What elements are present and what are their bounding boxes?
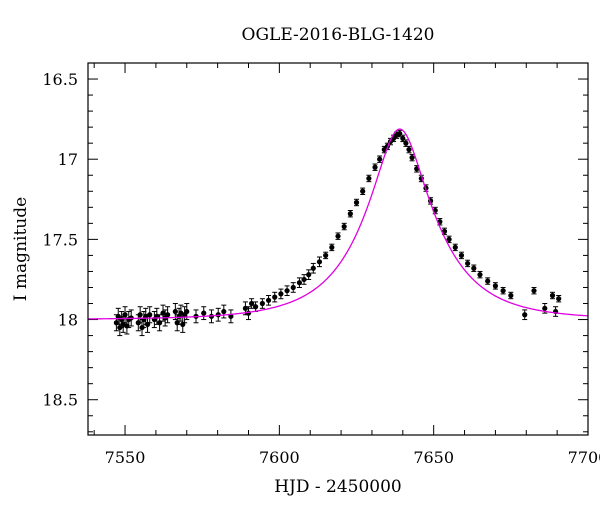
data-point xyxy=(441,227,448,236)
plot-frame xyxy=(87,62,589,436)
y-tick-label: 17.5 xyxy=(42,230,78,249)
data-point xyxy=(458,251,465,260)
data-point xyxy=(465,259,471,268)
data-point xyxy=(432,206,438,215)
data-point xyxy=(316,256,323,268)
y-tick-label: 18 xyxy=(58,311,78,330)
x-tick-label: 7700 xyxy=(568,448,600,467)
data-point xyxy=(414,165,420,173)
data-point xyxy=(201,306,207,321)
data-point xyxy=(221,304,227,319)
data-point xyxy=(500,286,506,295)
data-point xyxy=(165,306,171,324)
data-point xyxy=(531,286,537,295)
data-point xyxy=(259,298,265,309)
data-point xyxy=(492,282,499,290)
data-point xyxy=(471,264,477,272)
y-tick-label: 17 xyxy=(58,150,78,169)
data-point xyxy=(403,139,409,147)
data-point xyxy=(452,243,458,252)
data-point xyxy=(228,309,234,324)
data-point xyxy=(265,295,272,306)
data-point xyxy=(400,134,406,143)
data-point xyxy=(252,301,259,313)
model-curve xyxy=(87,128,589,320)
x-axis-label: HJD - 2450000 xyxy=(274,477,402,497)
data-point xyxy=(215,307,221,322)
data-point xyxy=(377,155,383,163)
data-point xyxy=(248,298,255,309)
data-point xyxy=(508,291,514,300)
data-point xyxy=(301,274,307,285)
data-point xyxy=(542,303,548,314)
data-point xyxy=(115,307,121,325)
data-point xyxy=(549,291,556,300)
data-point xyxy=(372,163,378,171)
data-point xyxy=(556,295,562,303)
data-point xyxy=(323,251,329,260)
data-point xyxy=(406,145,412,154)
x-tick-label: 7550 xyxy=(105,448,146,467)
data-point xyxy=(360,187,366,195)
chart-title: OGLE-2016-BLG-1420 xyxy=(242,25,435,45)
data-point xyxy=(290,282,296,293)
data-point xyxy=(353,198,360,207)
axis-ticks xyxy=(88,62,589,435)
x-tick-label: 7650 xyxy=(413,448,454,467)
tick-labels: 7550 7600 7650 7700 16.5 17 17.5 18 18.5 xyxy=(42,70,600,467)
data-point xyxy=(409,153,415,162)
data-point xyxy=(347,210,353,218)
data-point xyxy=(366,174,372,183)
data-point xyxy=(147,306,153,324)
data-point xyxy=(306,269,312,280)
data-point xyxy=(272,291,278,303)
data-point xyxy=(160,304,166,322)
x-tick-label: 7600 xyxy=(259,448,300,467)
data-point xyxy=(341,222,347,231)
data-point xyxy=(522,309,528,321)
data-point xyxy=(552,306,559,317)
y-tick-label: 16.5 xyxy=(42,70,78,89)
data-point xyxy=(310,262,316,274)
model-curve-layer xyxy=(87,128,589,320)
data-point xyxy=(477,270,483,279)
data-point xyxy=(284,285,290,296)
y-tick-label: 18.5 xyxy=(42,391,78,410)
data-point xyxy=(278,288,284,300)
data-point xyxy=(335,232,341,240)
data-points xyxy=(113,129,562,337)
data-point xyxy=(485,277,491,285)
data-point xyxy=(296,277,303,288)
data-point xyxy=(329,243,335,252)
y-axis-label: I magnitude xyxy=(11,197,31,301)
